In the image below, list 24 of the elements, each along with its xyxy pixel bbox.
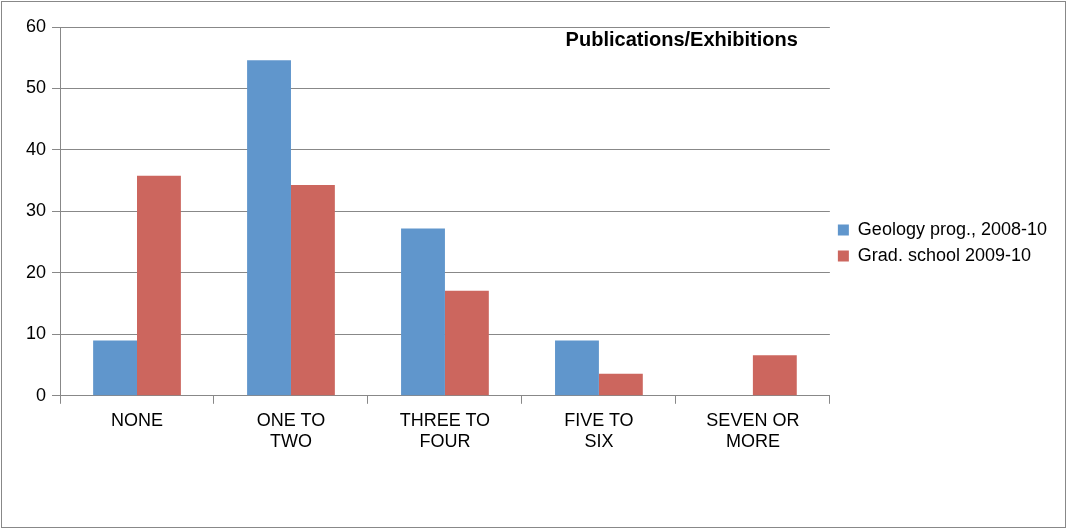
y-tick-label: 10: [25, 323, 47, 344]
x-tick-label: ONE TO TWO: [256, 409, 326, 452]
y-tick-label: 0: [36, 384, 47, 405]
bar: [401, 228, 445, 396]
x-tick-label: NONE: [111, 409, 164, 430]
y-tick-label: 40: [25, 138, 47, 159]
bar: [598, 373, 643, 396]
bar: [93, 340, 138, 396]
bar: [290, 184, 335, 396]
chart-title: Publications/Exhibitions: [565, 27, 798, 50]
bar: [137, 175, 181, 396]
legend-label: Grad. school 2009-10: [857, 244, 1031, 265]
x-tick-label: THREE TO FOUR: [399, 409, 491, 452]
x-tick-label: FIVE TO SIX: [564, 409, 634, 452]
y-tick-label: 60: [25, 15, 47, 36]
y-tick-label: 50: [25, 77, 47, 98]
x-tick-label: SEVEN OR MORE: [706, 409, 800, 452]
bar: [247, 60, 291, 396]
bar: [752, 355, 797, 396]
bar: [444, 290, 489, 396]
bar: [555, 340, 599, 396]
legend-label: Geology prog., 2008-10: [857, 218, 1048, 239]
y-tick-label: 20: [25, 261, 47, 282]
y-tick-label: 30: [25, 200, 47, 221]
